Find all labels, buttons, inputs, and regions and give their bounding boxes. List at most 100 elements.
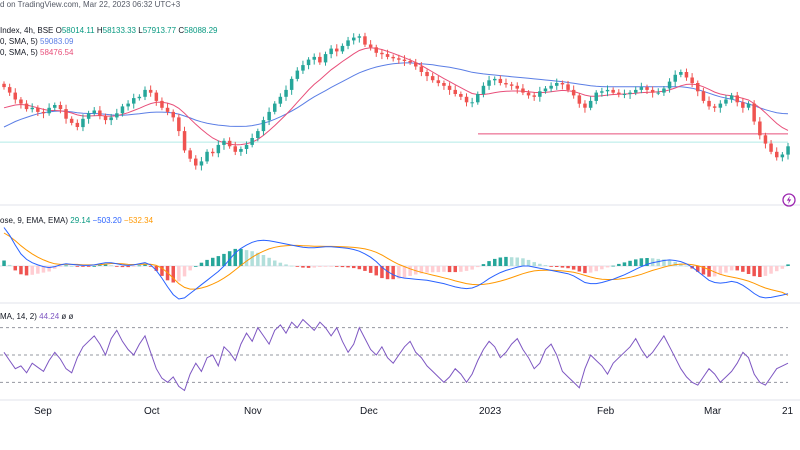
- macd-hist-bar-38: [216, 256, 221, 266]
- macd-hist-bar-120: [679, 263, 683, 266]
- candle-body-59: [335, 48, 339, 52]
- macd-hist-bar-110: [622, 262, 627, 266]
- macd-hist-bar-35: [199, 262, 204, 266]
- candle-body-126: [712, 106, 717, 108]
- candle-body-85: [481, 85, 486, 95]
- candle-body-119: [673, 74, 677, 82]
- macd-hist-bar-55: [312, 266, 316, 268]
- macd-hist-bar-82: [464, 266, 469, 271]
- candle-body-132: [746, 103, 751, 108]
- macd-hist-bar-132: [746, 266, 751, 274]
- candle-body-82: [464, 96, 469, 103]
- symbol-line: Index, 4h, BSE O58014.11 H58133.33 L5791…: [0, 26, 217, 36]
- candle-body-124: [701, 91, 706, 101]
- macd-hist-bar-3: [19, 266, 23, 275]
- macd-hist-bar-9: [53, 266, 57, 269]
- sma-long-label: 0, SMA, 5): [0, 37, 38, 46]
- x-tick-mar: Mar: [704, 406, 722, 417]
- macd-hist-bar-134: [758, 266, 762, 277]
- macd-hist-bar-20: [115, 266, 119, 267]
- candle-body-55: [312, 56, 316, 60]
- macd-hist-bar-50: [284, 264, 288, 266]
- candle-body-6: [36, 107, 40, 112]
- candle-body-20: [115, 113, 119, 118]
- candle-body-48: [273, 103, 277, 112]
- macd-hist-bar-113: [639, 258, 644, 266]
- macd-hist-bar-70: [397, 266, 401, 279]
- candle-body-100: [566, 84, 570, 90]
- candle-body-72: [408, 61, 412, 63]
- candle-body-53: [301, 65, 305, 71]
- macd-hist-bar-16: [92, 266, 96, 267]
- candle-body-107: [605, 89, 610, 92]
- ohlc-high: 58133.33: [102, 26, 137, 35]
- macd-hist-bar-88: [498, 257, 503, 266]
- ohlc-low-key: L: [138, 26, 143, 35]
- macd-hist-value: 29.14: [70, 216, 91, 225]
- macd-hist-bar-49: [278, 262, 283, 266]
- candle-body-33: [188, 150, 192, 159]
- candle-body-77: [436, 80, 441, 84]
- source-line: d on TradingView.com, Mar 22, 2023 06:32…: [0, 0, 181, 9]
- macd-hist-bar-64: [363, 266, 367, 271]
- candle-body-46: [261, 120, 266, 132]
- macd-legend: ose, 9, EMA, EMA) 29.14 −503.20 −532.34: [0, 216, 153, 226]
- macd-hist-bar-112: [634, 259, 638, 266]
- macd-hist-bar-135: [763, 266, 768, 276]
- candle-body-122: [690, 77, 694, 83]
- macd-hist-bar-87: [493, 258, 497, 266]
- candle-body-11: [64, 109, 68, 119]
- macd-hist-bar-32: [182, 266, 187, 277]
- sma-short-legend: 0, SMA, 5) 58476.54: [0, 48, 73, 58]
- candle-body-39: [222, 140, 226, 145]
- candle-body-38: [216, 144, 221, 154]
- candle-body-49: [278, 96, 283, 104]
- candle-body-68: [385, 54, 390, 57]
- macd-hist-bar-115: [650, 258, 655, 266]
- candle-body-109: [617, 92, 621, 94]
- macd-label: ose, 9, EMA, EMA): [0, 216, 69, 225]
- macd-hist-bar-131: [741, 266, 745, 272]
- ohlc-high-key: H: [96, 26, 103, 35]
- macd-hist-bar-5: [30, 266, 34, 275]
- candle-body-69: [391, 56, 395, 59]
- macd-hist-bar-100: [566, 266, 570, 269]
- macd-hist-bar-130: [735, 266, 739, 271]
- macd-hist-bar-0: [2, 260, 6, 266]
- candle-body-118: [667, 81, 672, 89]
- macd-hist-bar-93: [526, 259, 531, 266]
- candle-body-16: [92, 110, 96, 114]
- candle-body-24: [137, 96, 142, 99]
- candle-body-130: [735, 95, 739, 103]
- sma-long-value: 59083.09: [40, 37, 74, 46]
- macd-hist-bar-1: [7, 264, 12, 266]
- macd-hist-bar-59: [335, 266, 339, 267]
- macd-hist-bar-117: [662, 259, 666, 266]
- candle-body-120: [679, 72, 683, 75]
- x-tick-oct: Oct: [144, 406, 160, 417]
- macd-hist-bar-86: [487, 261, 491, 266]
- sma-short-value: 58476.54: [40, 48, 74, 57]
- macd-hist-bar-137: [775, 266, 779, 272]
- macd-hist-bar-34: [194, 266, 198, 267]
- macd-hist-bar-138: [780, 266, 785, 269]
- macd-hist-bar-23: [132, 266, 136, 267]
- macd-hist-bar-89: [504, 256, 508, 266]
- lightning-circle-icon[interactable]: [782, 193, 796, 207]
- candle-body-60: [340, 45, 345, 52]
- rsi-extra: ø ø: [61, 312, 74, 321]
- macd-hist-bar-76: [430, 266, 435, 273]
- candle-body-74: [419, 66, 424, 72]
- candle-body-57: [323, 54, 328, 63]
- candle-body-71: [402, 59, 407, 61]
- candle-body-15: [86, 113, 91, 119]
- macd-hist-bar-127: [718, 266, 723, 275]
- x-tick-feb: Feb: [597, 406, 615, 417]
- candle-body-88: [498, 78, 503, 83]
- candle-body-1: [7, 87, 12, 93]
- macd-hist-bar-116: [656, 258, 660, 266]
- macd-hist-bar-28: [160, 266, 164, 276]
- macd-hist-bar-96: [543, 265, 548, 266]
- candle-body-128: [724, 99, 728, 104]
- ohlc-close-key: C: [178, 26, 185, 35]
